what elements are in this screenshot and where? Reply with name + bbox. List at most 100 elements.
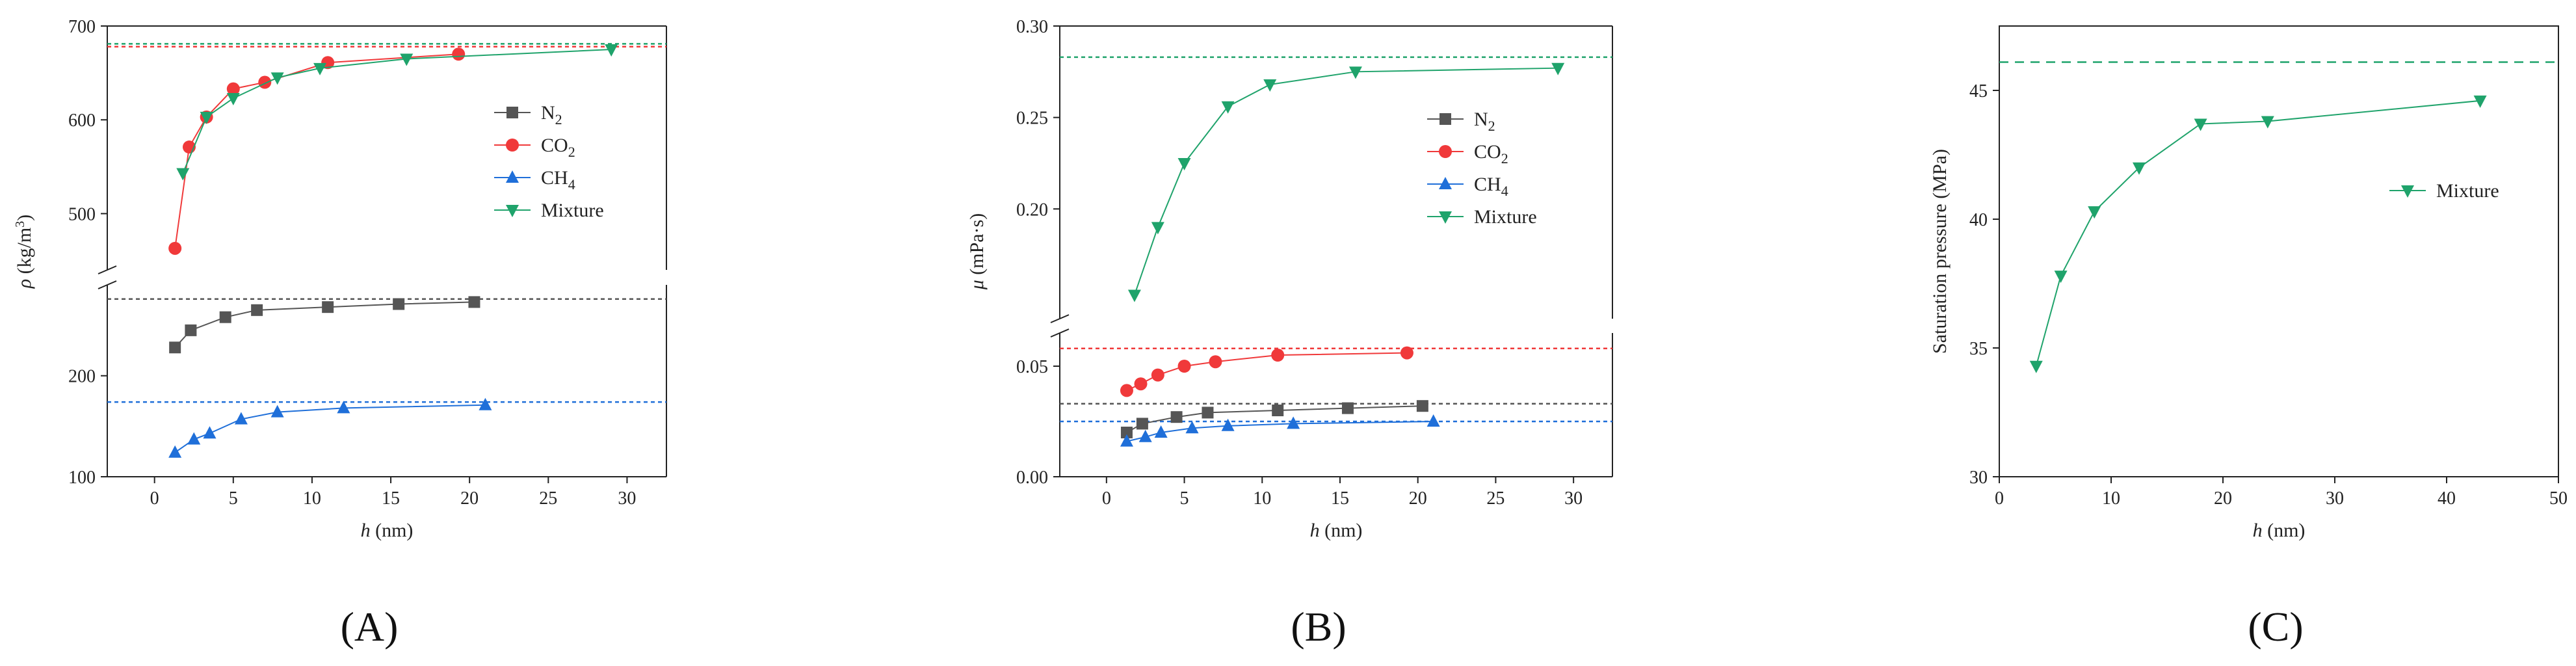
data-point-n2 [1136, 418, 1148, 430]
y-tick-label: 0.00 [1016, 468, 1048, 488]
data-point-mixture [270, 72, 284, 85]
legend-label-base: CH [1474, 174, 1501, 195]
y-tick-label: 200 [68, 367, 96, 387]
y-axis-label-unit: (mPa·s) [966, 213, 988, 280]
legend-label-subscript: 2 [555, 111, 562, 127]
legend-label-base: N [541, 102, 555, 124]
y-tick-label: 0.25 [1016, 109, 1048, 129]
legend-label: N2 [541, 102, 562, 127]
data-point-co2 [1120, 384, 1133, 397]
x-tick-label: 0 [1102, 488, 1111, 509]
data-point-ch4 [270, 405, 284, 418]
data-point-mixture [2088, 206, 2101, 219]
data-point-ch4 [1185, 421, 1199, 434]
data-point-n2 [251, 304, 263, 316]
data-point-ch4 [168, 445, 182, 458]
panel-label: (B) [1291, 604, 1346, 650]
x-axis-label-unit: (nm) [1320, 520, 1363, 541]
data-point-n2 [185, 324, 197, 336]
legend-label-subscript: 2 [1488, 118, 1495, 134]
data-point-n2 [1272, 405, 1284, 416]
x-tick-label: 15 [382, 488, 400, 509]
series-line-ch4 [1126, 421, 1434, 442]
x-tick-label: 20 [2214, 488, 2232, 509]
data-point-co2 [1209, 355, 1222, 369]
legend-label-subscript: 2 [1501, 150, 1508, 166]
x-axis-label-unit: (nm) [2263, 520, 2306, 541]
data-point-n2 [468, 296, 480, 308]
plot-frame [1999, 25, 2559, 477]
data-point-ch4 [234, 412, 248, 425]
data-point-ch4 [337, 401, 350, 414]
x-axis-label-var: h [361, 520, 371, 541]
data-point-ch4 [1120, 434, 1133, 447]
legend-label: CH4 [1474, 174, 1508, 199]
data-point-co2 [1177, 360, 1191, 373]
y-axis-label: ρ (kg/m3) [13, 215, 35, 289]
legend-marker-ch4 [1439, 177, 1452, 189]
axis-break-mark [1050, 314, 1070, 323]
legend-label-subscript: 2 [568, 144, 575, 160]
legend-label-base: Mixture [541, 200, 604, 221]
data-point-ch4 [1426, 414, 1440, 427]
legend-label: N2 [1474, 109, 1495, 134]
data-point-n2 [1170, 411, 1183, 423]
y-axis-label-unit-end: ) [14, 215, 35, 221]
y-tick-label: 30 [1969, 468, 1988, 488]
legend-marker-co2 [506, 139, 519, 152]
legend-label-base: CO [1474, 141, 1501, 163]
legend-label-base: CO [541, 135, 568, 156]
y-tick-label: 0.05 [1016, 357, 1048, 377]
y-axis-label-superscript: 3 [13, 221, 27, 228]
data-point-co2 [258, 75, 272, 89]
y-tick-label: 600 [68, 111, 96, 131]
x-tick-label: 30 [2326, 488, 2344, 509]
panel-c: 0 10 20 30 40 50 30 35 40 45 Mixture h (nm) Saturati… [1929, 25, 2568, 650]
data-point-ch4 [1154, 425, 1168, 438]
y-tick-label: 700 [68, 17, 96, 37]
panel-a: 0 5 10 15 20 25 30500600700100200N2CO2CH4Mixtu… [13, 17, 667, 650]
legend-label: Mixture [1474, 206, 1537, 228]
y-axis-label-unit: (kg/m [14, 228, 35, 279]
x-tick-label: 30 [1564, 488, 1583, 509]
data-point-mixture [2133, 162, 2146, 175]
y-tick-label: 45 [1969, 81, 1988, 101]
data-point-n2 [1416, 400, 1428, 412]
data-point-ch4 [479, 397, 492, 410]
x-tick-label: 15 [1331, 488, 1349, 509]
data-point-ch4 [1138, 429, 1152, 442]
data-point-mixture [2194, 118, 2207, 131]
data-point-ch4 [1287, 416, 1300, 429]
x-tick-label: 0 [150, 488, 159, 509]
x-tick-label: 30 [618, 488, 636, 509]
legend-label-base: CH [541, 167, 568, 189]
x-tick-label: 5 [1180, 488, 1189, 509]
y-tick-label: 35 [1969, 339, 1988, 359]
x-tick-label: 0 [1995, 488, 2004, 509]
data-point-mixture [2029, 360, 2043, 373]
data-point-ch4 [203, 426, 217, 439]
x-tick-label: 20 [1409, 488, 1427, 509]
x-axis-label: h (nm) [361, 520, 414, 541]
x-tick-label: 10 [303, 488, 321, 509]
data-point-mixture [1221, 101, 1235, 114]
legend-label-base: N [1474, 109, 1488, 130]
data-point-mixture [200, 111, 213, 124]
y-tick-label: 40 [1969, 210, 1988, 230]
x-tick-label: 10 [2102, 488, 2120, 509]
series-line-co2 [1126, 352, 1407, 392]
y-axis-label-var: μ [966, 280, 988, 290]
data-point-mixture [176, 168, 190, 181]
legend-label: CH4 [541, 167, 575, 193]
data-point-mixture [1551, 62, 1565, 75]
series-line-mixture [2035, 100, 2480, 366]
data-point-co2 [1400, 346, 1413, 360]
legend-marker-mixture [1439, 211, 1452, 224]
y-axis-label-var: ρ [14, 279, 35, 289]
y-tick-label: 0.20 [1016, 200, 1048, 220]
data-point-mixture [2054, 271, 2068, 284]
data-point-mixture [1263, 79, 1277, 92]
data-point-co2 [1271, 349, 1285, 362]
data-point-mixture [226, 93, 240, 106]
